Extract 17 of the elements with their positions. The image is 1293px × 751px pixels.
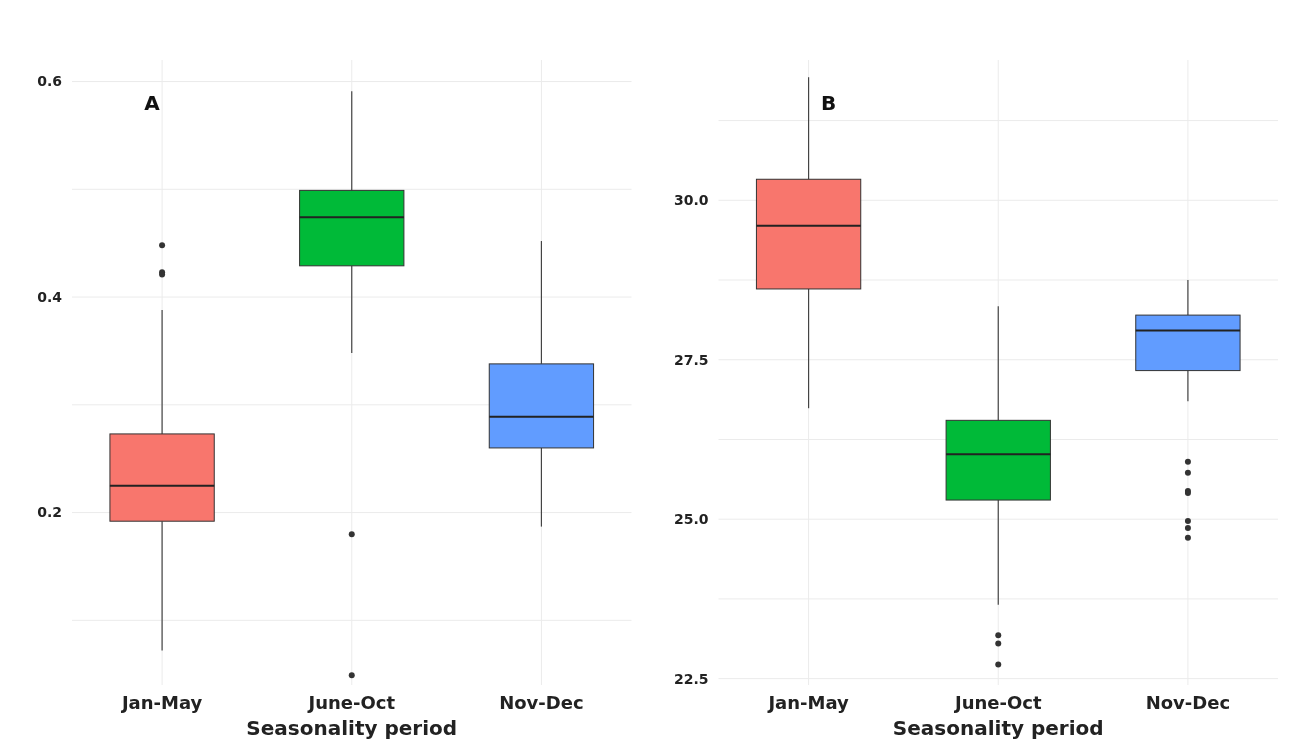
y-tick-label: 25.0 (673, 511, 709, 528)
y-tick-label: 30.0 (673, 192, 709, 209)
x-tick-label: Jan-May (766, 692, 850, 713)
x-tick-label: Jan-May (119, 692, 203, 713)
y-tick-label: 0.4 (37, 288, 63, 305)
x-tick-label: June-Oct (306, 692, 396, 713)
x-axis-title: Seasonality period (246, 716, 458, 740)
annotation: B (820, 91, 837, 115)
annotation: A (144, 91, 161, 115)
x-tick-label: Nov-Dec (499, 692, 584, 713)
x-tick-label: June-Oct (952, 692, 1042, 713)
x-tick-label: Nov-Dec (1145, 692, 1231, 713)
y-tick-label: 0.2 (37, 504, 62, 521)
y-tick-label: 0.6 (37, 73, 62, 90)
y-tick-label: 27.5 (673, 351, 709, 368)
text: 22.5 (673, 670, 709, 687)
x-axis-title: Seasonality period (892, 716, 1104, 740)
